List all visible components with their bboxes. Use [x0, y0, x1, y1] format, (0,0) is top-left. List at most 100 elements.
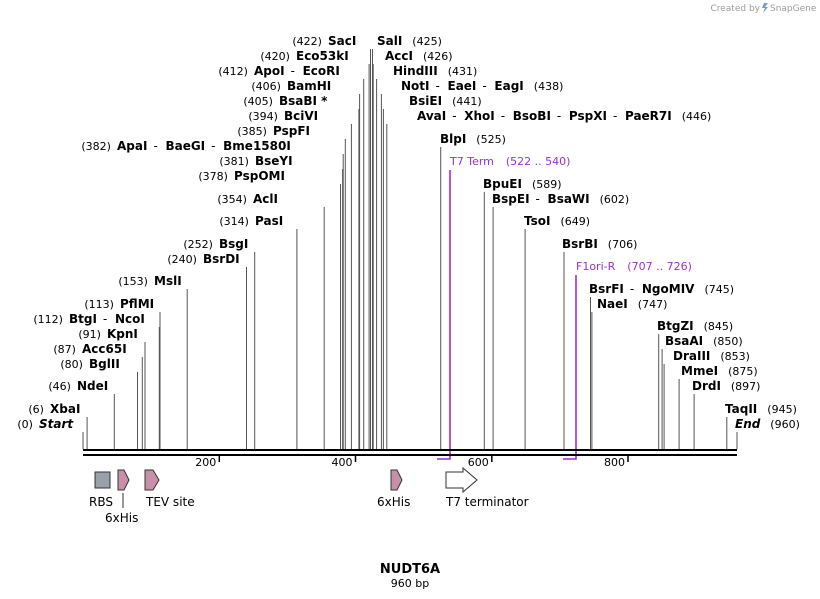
- cut-site-lines: [82, 49, 738, 449]
- primer-arrow: [563, 275, 577, 460]
- site-position: (6): [28, 403, 44, 416]
- primer-t7-term: T7 Term (522 .. 540): [437, 155, 571, 460]
- site-acci: (426) AccI: [385, 49, 453, 63]
- site-position: (80): [60, 358, 83, 371]
- enzyme-name-bcivi: BciVI: [284, 109, 318, 123]
- enzyme-name-pspfi: PspFI: [273, 124, 310, 138]
- enzyme-name-acli: AclI: [253, 192, 278, 206]
- tev-site-arrow: [144, 469, 160, 491]
- site-position: (747): [638, 298, 668, 311]
- site-position: (589): [532, 178, 562, 191]
- site-pflmi: (113) PflMI: [84, 297, 154, 311]
- enzyme-name-bme1580i: Bme1580I: [223, 139, 291, 153]
- site-position: (425): [412, 35, 442, 48]
- enzyme-name-bsiei: BsiEI: [409, 94, 442, 108]
- tick-label-600: 600: [468, 456, 489, 469]
- enzyme-name-start: Start: [39, 417, 74, 431]
- credit-brand: SnapGene: [770, 4, 817, 14]
- primer-range: (522 .. 540): [506, 155, 571, 168]
- enzyme-name-sali: SalI: [377, 34, 402, 48]
- enzyme-name-ecori: EcoRI: [303, 64, 340, 78]
- enzyme-name-end: End: [735, 417, 761, 431]
- site-noti: (438)NotI - EaeI - EagI: [401, 79, 563, 93]
- site-btgzi: (845) BtgZI: [657, 319, 733, 333]
- enzyme-name-baegi: BaeGI: [165, 139, 205, 153]
- site-naei: (747) NaeI: [597, 297, 667, 311]
- site-position: (649): [561, 215, 591, 228]
- enzyme-name-mmei: MmeI: [681, 364, 718, 378]
- feature-label-rbs: RBS: [89, 495, 113, 509]
- enzyme-name-bspei: BspEI: [492, 192, 530, 206]
- feature-label-t7-terminator: T7 terminator: [445, 495, 529, 509]
- name-separator: -: [482, 79, 486, 93]
- enzyme-name-pspxi: PspXI: [569, 109, 607, 123]
- name-separator: -: [613, 109, 617, 123]
- site-position: (745): [705, 283, 735, 296]
- site-drdi: (897) DrdI: [692, 379, 760, 393]
- site-hindiii: (431) HindIII: [393, 64, 477, 78]
- site-position: (240): [167, 253, 197, 266]
- name-separator: -: [153, 139, 157, 153]
- site-position: (385): [237, 125, 267, 138]
- primer-range: (707 .. 726): [627, 260, 692, 273]
- site-position: (87): [53, 343, 76, 356]
- enzyme-name-taqii: TaqII: [725, 402, 757, 416]
- site-ndei: (46) NdeI: [48, 379, 108, 393]
- site-position: (446): [682, 110, 712, 123]
- site-position: (394): [248, 110, 278, 123]
- name-separator: -: [501, 109, 505, 123]
- site-bsabi: (405) BsaBI *: [243, 94, 328, 108]
- site-position: (420): [260, 50, 290, 63]
- site-position: (426): [423, 50, 453, 63]
- enzyme-name-paer7i: PaeR7I: [625, 109, 672, 123]
- cut-site-labels: (422) SacI (425)SalI(420) Eco53kI (426)AccI(…: [17, 34, 799, 431]
- site-position: (602): [600, 193, 630, 206]
- enzyme-name-msli: MslI: [154, 274, 182, 288]
- construct-name: NUDT6A: [380, 562, 440, 577]
- site-btgi: (112) BtgI - NcoI: [33, 312, 144, 326]
- feature-track: RBS 6xHis TEV site 6xHis T7 terminator: [89, 466, 529, 525]
- site-acli: (354) AclI: [217, 192, 278, 206]
- credit-text: Created by: [710, 4, 760, 14]
- site-position: (405): [243, 95, 273, 108]
- primer-name: F1ori-R: [576, 260, 616, 273]
- site-position: (945): [767, 403, 797, 416]
- site-pspomi: (378) PspOMI: [198, 169, 285, 183]
- ruler-ticks: 200 400 600 800: [195, 456, 629, 469]
- name-separator: -: [211, 139, 215, 153]
- site-position: (431): [448, 65, 478, 78]
- enzyme-name-blpi: BlpI: [440, 132, 466, 146]
- enzyme-name-bsaai: BsaAI: [665, 334, 703, 348]
- site-position: (378): [198, 170, 228, 183]
- enzyme-name-ncoi: NcoI: [115, 312, 145, 326]
- site-tsoi: (649) TsoI: [524, 214, 590, 228]
- site-position: (438): [534, 80, 564, 93]
- enzyme-name-bsrfi: BsrFI: [589, 282, 624, 296]
- site-bsrfi: (745) BsrFI - NgoMIV: [589, 282, 734, 296]
- his-tag-arrow-2: [390, 469, 403, 491]
- enzyme-name-bamhi: BamHI: [287, 79, 331, 93]
- site-position: (422): [292, 35, 322, 48]
- enzyme-name-bsrdi: BsrDI: [203, 252, 240, 266]
- t7-terminator-arrow: [445, 466, 478, 494]
- name-separator: -: [452, 109, 456, 123]
- enzyme-name-bsrbi: BsrBI: [562, 237, 598, 251]
- site-position: (850): [713, 335, 743, 348]
- site-bsrbi: (706) BsrBI: [562, 237, 637, 251]
- site-position: (0): [17, 418, 33, 431]
- name-separator: -: [436, 79, 440, 93]
- enzyme-name-ndei: NdeI: [77, 379, 108, 393]
- site-eco53ki: (420) Eco53kI: [260, 49, 348, 63]
- site-position: (960): [770, 418, 800, 431]
- site-acc65i: (87) Acc65I: [53, 342, 126, 356]
- site-end: (960) End: [735, 417, 800, 431]
- tick-label-800: 800: [604, 456, 625, 469]
- construct-length: 960 bp: [391, 577, 429, 590]
- site-saci: (422) SacI: [292, 34, 356, 48]
- enzyme-name-pasi: PasI: [255, 214, 283, 228]
- site-apoi: (412) ApoI - EcoRI: [218, 64, 339, 78]
- enzyme-name-pspomi: PspOMI: [234, 169, 285, 183]
- site-position: (354): [217, 193, 247, 206]
- site-bspei: (602) BspEI - BsaWI: [492, 192, 629, 206]
